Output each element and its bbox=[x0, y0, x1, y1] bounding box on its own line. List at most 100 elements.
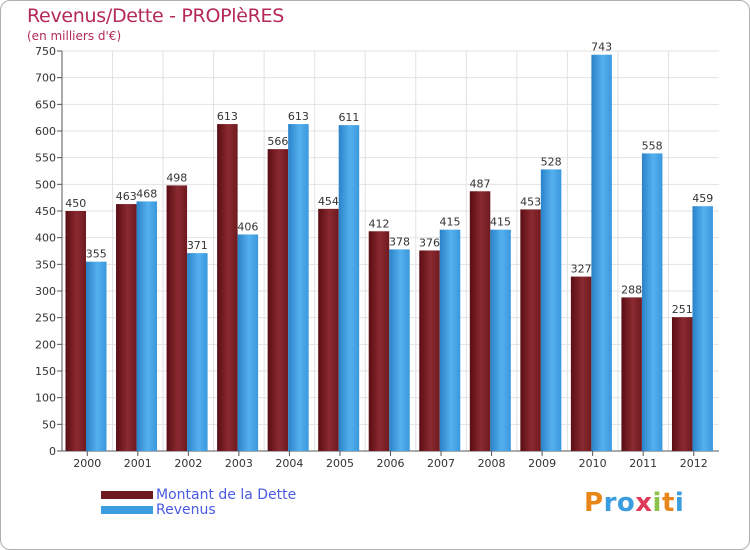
data-label-revenus: 406 bbox=[237, 220, 258, 233]
data-label-debt: 288 bbox=[621, 283, 642, 296]
data-label-revenus: 371 bbox=[187, 239, 208, 252]
bar-revenus bbox=[439, 229, 461, 451]
y-tick-label: 50 bbox=[42, 418, 56, 431]
data-label-debt: 450 bbox=[65, 197, 86, 210]
y-tick-label: 400 bbox=[35, 232, 56, 245]
x-tick-label: 2002 bbox=[174, 457, 202, 470]
x-tick-label: 2004 bbox=[275, 457, 303, 470]
logo-letter: x bbox=[635, 488, 653, 518]
data-label-debt: 376 bbox=[419, 236, 440, 249]
bar-debt bbox=[570, 276, 592, 451]
data-label-debt: 566 bbox=[267, 135, 288, 148]
bar-debt bbox=[267, 149, 289, 451]
y-tick-label: 600 bbox=[35, 125, 56, 138]
data-label-debt: 613 bbox=[217, 110, 238, 123]
y-tick-label: 450 bbox=[35, 205, 56, 218]
bar-debt bbox=[318, 208, 339, 451]
bar-revenus bbox=[237, 234, 259, 451]
bar-debt bbox=[166, 185, 188, 451]
proxiti-logo: Proxiti bbox=[584, 488, 684, 518]
legend-swatch-revenus bbox=[101, 506, 153, 514]
x-tick-label: 2010 bbox=[579, 457, 607, 470]
bar-debt bbox=[671, 317, 693, 451]
bar-revenus bbox=[187, 253, 208, 451]
bar-revenus bbox=[136, 201, 158, 451]
bar-revenus bbox=[641, 153, 663, 451]
x-tick-label: 2006 bbox=[377, 457, 405, 470]
bar-revenus bbox=[591, 54, 612, 451]
chart-title: Revenus/Dette - PROPlèRES bbox=[27, 5, 285, 27]
logo-letter: i bbox=[674, 488, 685, 518]
bar-revenus bbox=[288, 124, 309, 452]
data-label-revenus: 611 bbox=[338, 111, 359, 124]
bar-debt bbox=[65, 211, 86, 451]
data-label-revenus: 468 bbox=[136, 187, 157, 200]
x-tick-label: 2000 bbox=[73, 457, 101, 470]
logo-text: Proxiti bbox=[584, 488, 684, 518]
bar-revenus bbox=[490, 229, 511, 451]
data-label-debt: 412 bbox=[368, 217, 389, 230]
bar-debt bbox=[368, 231, 390, 451]
logo-letter: r bbox=[603, 488, 617, 518]
bar-revenus bbox=[540, 169, 562, 451]
x-tick-label: 2007 bbox=[427, 457, 455, 470]
bar-debt bbox=[520, 209, 541, 451]
x-tick-label: 2001 bbox=[124, 457, 152, 470]
data-label-revenus: 459 bbox=[692, 192, 713, 205]
y-tick-label: 100 bbox=[35, 392, 56, 405]
x-tick-label: 2012 bbox=[680, 457, 708, 470]
bar-debt bbox=[469, 191, 491, 451]
data-label-revenus: 355 bbox=[86, 248, 107, 261]
x-tick-label: 2003 bbox=[225, 457, 253, 470]
x-tick-label: 2005 bbox=[326, 457, 354, 470]
bar-layer bbox=[65, 54, 713, 452]
logo-letter: o bbox=[616, 488, 636, 518]
y-tick-label: 350 bbox=[35, 258, 56, 271]
chart-subtitle: (en milliers d'€) bbox=[27, 29, 122, 43]
data-label-debt: 453 bbox=[520, 195, 541, 208]
bar-revenus bbox=[338, 125, 360, 451]
y-tick-label: 150 bbox=[35, 365, 56, 378]
bar-revenus bbox=[692, 206, 713, 451]
logo-letter: i bbox=[652, 488, 662, 518]
bar-debt bbox=[116, 204, 137, 451]
data-label-revenus: 743 bbox=[591, 41, 612, 54]
data-label-debt: 327 bbox=[571, 263, 592, 276]
data-label-revenus: 613 bbox=[288, 110, 309, 123]
bar-revenus bbox=[389, 249, 410, 451]
x-tick-label: 2008 bbox=[478, 457, 506, 470]
y-tick-label: 0 bbox=[49, 445, 56, 458]
y-tick-label: 200 bbox=[35, 338, 56, 351]
bar-debt bbox=[621, 297, 642, 451]
legend-label-debt: Montant de la Dette bbox=[156, 487, 297, 503]
bar-debt bbox=[217, 124, 238, 452]
y-tick-label: 550 bbox=[35, 152, 56, 165]
logo-letter: P bbox=[584, 488, 604, 518]
y-tick-label: 700 bbox=[35, 72, 56, 85]
y-tick-label: 750 bbox=[35, 45, 56, 58]
y-tick-label: 650 bbox=[35, 98, 56, 111]
data-label-debt: 487 bbox=[470, 177, 491, 190]
legend-label-revenus: Revenus bbox=[156, 502, 216, 518]
x-tick-label: 2009 bbox=[528, 457, 556, 470]
bar-revenus bbox=[86, 261, 107, 451]
y-tick-label: 250 bbox=[35, 312, 56, 325]
data-label-revenus: 528 bbox=[541, 155, 562, 168]
y-tick-label: 500 bbox=[35, 178, 56, 191]
data-label-revenus: 378 bbox=[389, 235, 410, 248]
data-label-debt: 251 bbox=[672, 303, 693, 316]
x-tick-label: 2011 bbox=[629, 457, 657, 470]
data-label-revenus: 415 bbox=[440, 216, 461, 229]
bar-debt bbox=[419, 250, 440, 451]
data-label-debt: 463 bbox=[116, 190, 137, 203]
data-label-debt: 454 bbox=[318, 195, 339, 208]
y-tick-label: 300 bbox=[35, 285, 56, 298]
logo-letter: t bbox=[661, 488, 675, 518]
data-label-revenus: 415 bbox=[490, 216, 511, 229]
data-label-revenus: 558 bbox=[642, 139, 663, 152]
legend-swatch-debt bbox=[101, 491, 153, 499]
data-label-debt: 498 bbox=[166, 171, 187, 184]
